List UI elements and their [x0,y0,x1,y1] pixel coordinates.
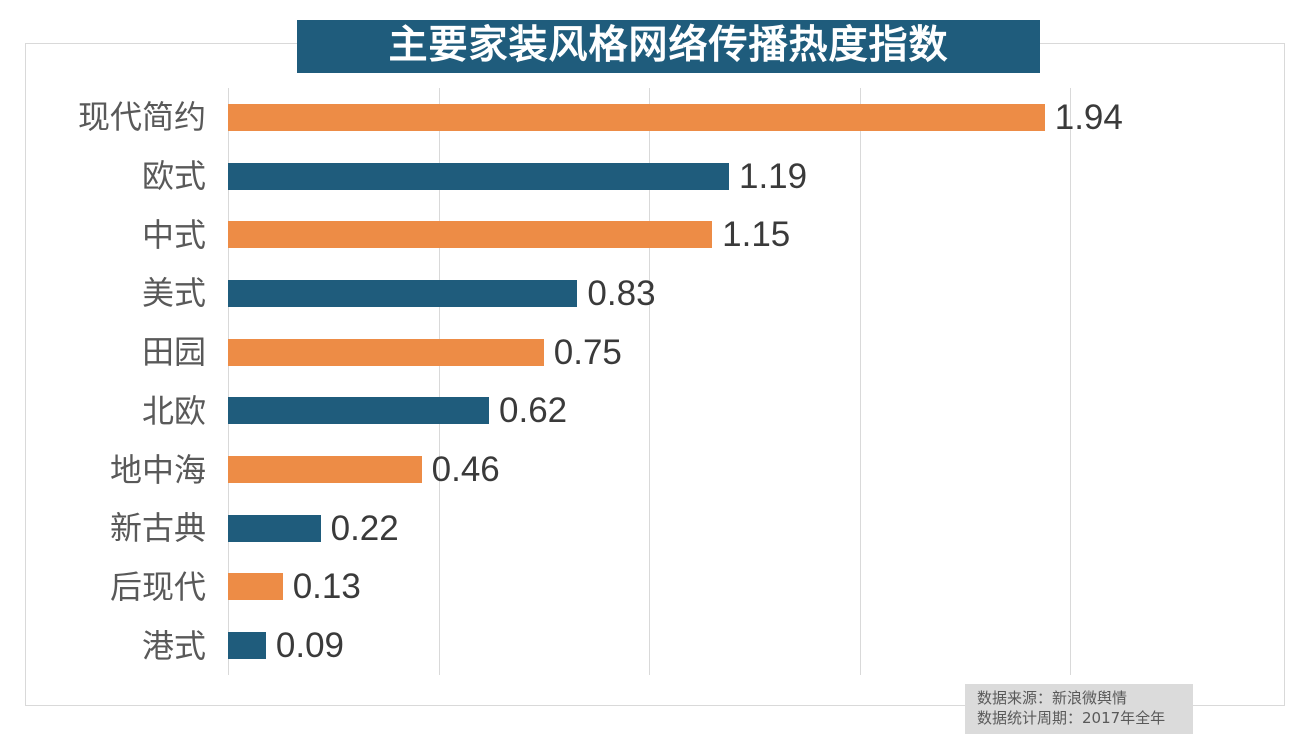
gridline [438,88,440,675]
gridline [228,88,229,675]
value-label: 0.09 [275,626,344,666]
bar-track: 0.46 [228,452,1070,487]
bar-row: 欧式 1.19 [40,147,1280,206]
category-label: 后现代 [109,567,206,606]
bar [228,632,266,660]
data-period-text: 数据统计周期：2017年全年 [977,709,1166,727]
bar-row: 美式 0.83 [40,264,1280,323]
category-label: 欧式 [141,157,206,196]
bar-row: 北欧 0.62 [40,382,1280,441]
bar-track: 1.94 [228,100,1123,135]
category-label: 新古典 [109,509,206,548]
bar [228,456,422,484]
category-label: 中式 [141,215,206,254]
gridline [1070,88,1071,675]
gridline [859,88,861,675]
value-label: 0.13 [292,567,361,607]
value-label: 1.19 [738,156,808,196]
bar [228,279,578,307]
value-label: 0.75 [553,332,622,372]
bar-track: 0.83 [228,276,1070,311]
bar [228,514,321,542]
value-label: 0.83 [587,273,656,313]
category-label: 美式 [141,274,206,313]
bar-row: 现代简约 1.94 [40,88,1280,147]
bar-track: 0.13 [228,569,1070,604]
gridline [649,88,650,675]
bar [228,338,544,366]
category-label: 田园 [141,333,206,372]
bar [228,221,713,249]
category-label: 现代简约 [77,98,206,137]
value-label: 0.22 [330,508,399,548]
value-label: 0.46 [431,450,500,490]
bar-track: 0.75 [228,335,1070,370]
category-label: 地中海 [109,450,206,489]
bar-track: 1.15 [228,217,1070,252]
bar-track: 0.22 [228,511,1070,546]
bar-rows: 现代简约 1.94 欧式 1.19 中式 1.15 美式 0.83 田园 0.75 北欧 0.62 地中… [40,88,1280,675]
category-label: 港式 [141,626,206,665]
data-source-text: 数据来源：新浪微舆情 [977,689,1128,707]
bar-row: 新古典 0.22 [40,499,1280,558]
bar-row: 中式 1.15 [40,205,1280,264]
bar-track: 0.09 [228,628,1070,663]
bar-row: 港式 0.09 [40,616,1280,675]
bar [228,103,1045,131]
chart-title: 主要家装风格网络传播热度指数 [388,23,949,68]
bar-track: 1.19 [228,159,1070,194]
bar-track: 0.62 [228,393,1070,428]
bar-row: 田园 0.75 [40,323,1280,382]
value-label: 1.94 [1054,97,1123,137]
category-label: 北欧 [141,391,206,430]
value-label: 1.15 [722,215,791,255]
chart-title-banner: 主要家装风格网络传播热度指数 [297,20,1040,73]
value-label: 0.62 [499,391,568,431]
bar-row: 地中海 0.46 [40,440,1280,499]
bar [228,162,729,190]
plot-area [228,88,1071,675]
bar [228,397,490,425]
data-source-box: 数据来源：新浪微舆情 数据统计周期：2017年全年 [965,684,1193,734]
bar [228,573,283,601]
bar-row: 后现代 0.13 [40,558,1280,617]
